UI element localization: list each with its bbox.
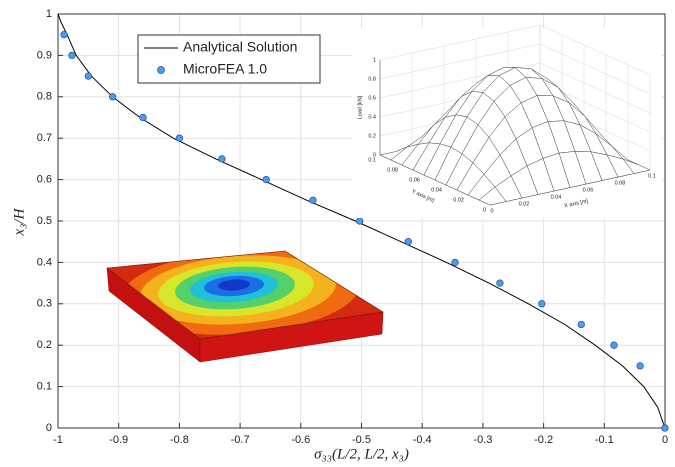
x-tick-label: -0.1 xyxy=(595,434,614,446)
x-tick-label: 0.06 xyxy=(583,187,594,193)
y-tick-label: 1 xyxy=(46,8,52,20)
z-tick-label: 0.8 xyxy=(368,76,376,82)
y-tick-label: 0.1 xyxy=(37,381,52,393)
data-point xyxy=(637,363,644,370)
x-tick-label: 0.02 xyxy=(519,201,530,207)
inset-plot: 00.020.040.060.080.100.020.040.060.080.1… xyxy=(352,25,662,218)
x-tick-label: -1 xyxy=(53,434,63,446)
y-tick-label: 0.02 xyxy=(453,197,464,203)
y-tick-label: 0.2 xyxy=(37,339,52,351)
legend-marker xyxy=(158,67,165,74)
data-point xyxy=(356,218,363,225)
z-axis-label: Load [kN] xyxy=(357,95,363,119)
x-tick-label: -0.4 xyxy=(413,434,432,446)
x-tick-label: 0 xyxy=(490,208,493,214)
z-tick-label: 0.2 xyxy=(368,133,376,139)
y-tick-label: 0 xyxy=(483,207,486,213)
y-tick-label: 0.4 xyxy=(37,256,52,268)
data-point xyxy=(310,197,317,204)
figure: -1-0.9-0.8-0.7-0.6-0.5-0.4-0.3-0.2-0.100… xyxy=(0,0,675,467)
x-tick-label: -0.6 xyxy=(291,434,310,446)
y-tick-label: 0.6 xyxy=(37,174,52,186)
data-point xyxy=(405,238,412,245)
data-point xyxy=(497,280,504,287)
x-tick-label: -0.3 xyxy=(473,434,492,446)
y-tick-label: 0.7 xyxy=(37,132,52,144)
z-tick-label: 0.6 xyxy=(368,95,376,101)
z-tick-label: 0 xyxy=(373,152,376,158)
x-tick-label: 0 xyxy=(662,434,668,446)
y-tick-label: 0.08 xyxy=(387,167,398,173)
data-point xyxy=(662,425,669,432)
y-tick-label: 0.3 xyxy=(37,298,52,310)
data-point xyxy=(452,259,459,266)
data-point xyxy=(611,342,618,349)
data-point xyxy=(69,52,76,59)
x-tick-label: 0.1 xyxy=(648,173,656,179)
y-tick-label: 0.5 xyxy=(37,215,52,227)
x-tick-label: -0.2 xyxy=(534,434,553,446)
legend-label: MicroFEA 1.0 xyxy=(183,61,267,77)
y-tick-label: 0 xyxy=(46,422,52,434)
x-tick-label: -0.9 xyxy=(109,434,128,446)
x-tick-label: 0.08 xyxy=(615,180,626,186)
y-tick-label: 0.04 xyxy=(431,187,442,193)
x-axis-label: σ₃₃(L/2, L/2, x₃) xyxy=(314,446,409,462)
data-point xyxy=(538,301,545,308)
x-tick-label: -0.5 xyxy=(352,434,371,446)
data-point xyxy=(140,114,147,121)
x-tick-label: -0.7 xyxy=(231,434,250,446)
data-point xyxy=(85,73,92,80)
data-point xyxy=(219,156,226,163)
data-point xyxy=(263,176,270,183)
z-tick-label: 1 xyxy=(373,57,376,63)
data-point xyxy=(578,321,585,328)
x-tick-label: 0.04 xyxy=(551,194,562,200)
y-tick-label: 0.9 xyxy=(37,49,52,61)
z-tick-label: 0.4 xyxy=(368,114,376,120)
legend-label: Analytical Solution xyxy=(183,39,297,55)
y-tick-label: 0.8 xyxy=(37,91,52,103)
data-point xyxy=(61,31,68,38)
data-point xyxy=(176,135,183,142)
y-axis-label: x₃/H xyxy=(11,207,27,236)
x-tick-label: -0.8 xyxy=(170,434,189,446)
data-point xyxy=(109,94,116,101)
y-tick-label: 0.06 xyxy=(409,177,420,183)
